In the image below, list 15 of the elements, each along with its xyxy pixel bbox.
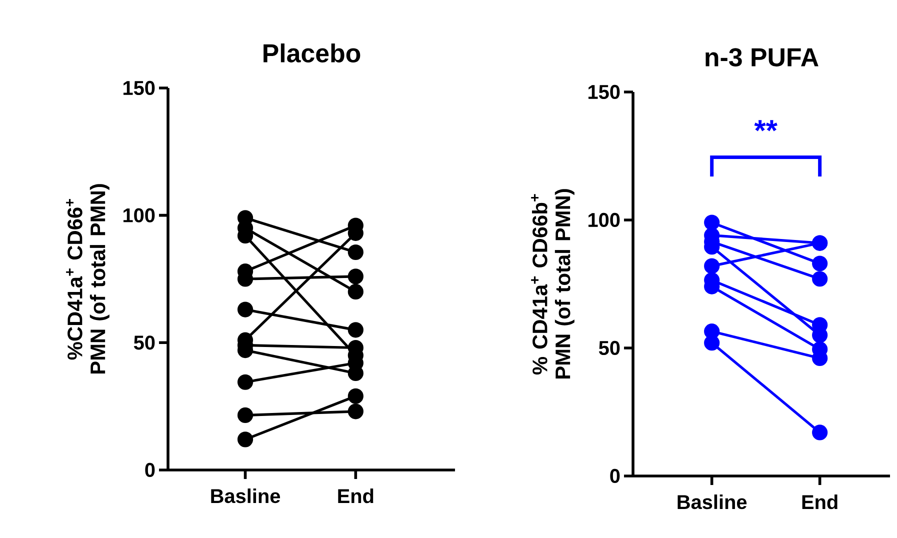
chart-title: n-3 PUFA [706,48,818,66]
y-tick-label: 0 [145,462,155,478]
y-tick-label: 50 [598,340,620,356]
y-tick-label: 150 [123,80,155,96]
x-tick-label: End [802,494,838,510]
y-tick-label: 50 [134,336,155,350]
x-tick-label: End [338,488,374,504]
annotation: ** [754,120,778,132]
y-tick-label: 100 [123,208,155,222]
x-tick-label: Basline [211,488,280,504]
x-tick-label: Basline [678,494,747,510]
y-tick-label: 150 [588,84,620,100]
y-tick-label: 100 [588,212,620,228]
y-tick-label: 0 [610,468,620,484]
chart-title: Placebo [264,43,360,62]
